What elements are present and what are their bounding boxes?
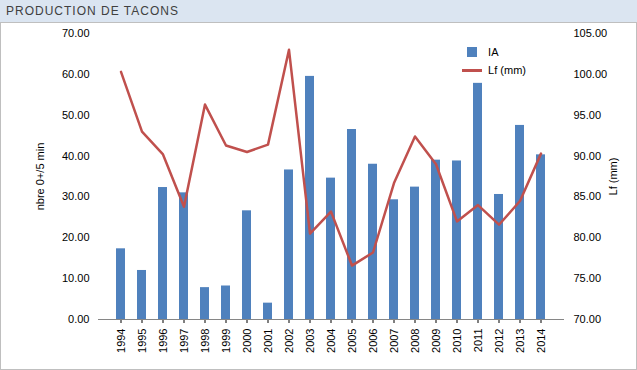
svg-text:nbre 0+/5 min: nbre 0+/5 min <box>34 143 46 211</box>
svg-text:100.00: 100.00 <box>574 68 608 80</box>
svg-text:30.00: 30.00 <box>62 190 90 202</box>
svg-text:20.00: 20.00 <box>62 231 90 243</box>
svg-text:2010: 2010 <box>451 329 463 353</box>
svg-text:2002: 2002 <box>283 329 295 353</box>
svg-text:95.00: 95.00 <box>574 109 602 121</box>
svg-text:70.00: 70.00 <box>574 313 602 325</box>
svg-text:2006: 2006 <box>367 329 379 353</box>
svg-text:0.00: 0.00 <box>68 313 89 325</box>
html-text:Lf (mm): Lf (mm) <box>488 64 526 76</box>
svg-text:85.00: 85.00 <box>574 190 602 202</box>
svg-text:2003: 2003 <box>304 329 316 353</box>
svg-text:2005: 2005 <box>346 329 358 353</box>
svg-text:2013: 2013 <box>514 329 526 353</box>
html-text:IA: IA <box>488 46 499 58</box>
svg-text:2012: 2012 <box>493 329 505 353</box>
svg-text:70.00: 70.00 <box>62 27 90 39</box>
svg-text:1995: 1995 <box>136 329 148 353</box>
svg-text:40.00: 40.00 <box>62 150 90 162</box>
svg-text:1998: 1998 <box>199 329 211 353</box>
svg-text:2011: 2011 <box>472 329 484 353</box>
svg-text:2000: 2000 <box>241 329 253 353</box>
svg-text:2004: 2004 <box>325 329 337 353</box>
svg-text:80.00: 80.00 <box>574 231 602 243</box>
svg-text:105.00: 105.00 <box>574 27 608 39</box>
svg-text:1999: 1999 <box>220 329 232 353</box>
svg-text:60.00: 60.00 <box>62 68 90 80</box>
svg-text:2008: 2008 <box>409 329 421 353</box>
html-text:PRODUCTION DE TACONS: PRODUCTION DE TACONS <box>6 4 179 18</box>
svg-text:50.00: 50.00 <box>62 109 90 121</box>
svg-text:10.00: 10.00 <box>62 272 90 284</box>
svg-text:90.00: 90.00 <box>574 150 602 162</box>
svg-text:Lf (mm): Lf (mm) <box>607 158 619 196</box>
svg-text:2007: 2007 <box>388 329 400 353</box>
svg-text:2014: 2014 <box>535 329 547 353</box>
svg-text:2009: 2009 <box>430 329 442 353</box>
svg-text:1997: 1997 <box>178 329 190 353</box>
svg-text:1994: 1994 <box>115 329 127 353</box>
svg-text:2001: 2001 <box>262 329 274 353</box>
svg-text:75.00: 75.00 <box>574 272 602 284</box>
svg-text:1996: 1996 <box>157 329 169 353</box>
